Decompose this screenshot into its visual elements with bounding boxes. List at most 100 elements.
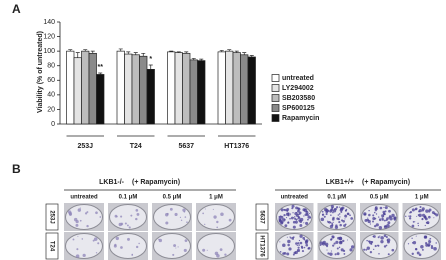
error-bar bbox=[184, 51, 189, 54]
colony bbox=[425, 242, 428, 245]
colony bbox=[120, 246, 123, 249]
colony bbox=[328, 220, 331, 224]
column-label: 1 μM bbox=[209, 195, 223, 201]
bar bbox=[240, 54, 249, 125]
colony bbox=[175, 247, 177, 249]
colony bbox=[297, 242, 300, 245]
dish bbox=[153, 204, 191, 230]
colony bbox=[414, 208, 417, 211]
colony bbox=[212, 208, 214, 210]
colony bbox=[286, 208, 290, 211]
colony bbox=[216, 226, 219, 229]
colony bbox=[325, 244, 327, 246]
column-label: untreated bbox=[70, 195, 98, 201]
x-tick-label: 253J bbox=[77, 143, 93, 150]
colony bbox=[204, 223, 206, 226]
colony bbox=[379, 235, 381, 237]
colony bbox=[303, 215, 305, 217]
colony bbox=[411, 252, 414, 255]
dish bbox=[65, 233, 103, 259]
colony bbox=[295, 242, 298, 245]
colony bbox=[219, 248, 223, 252]
colony bbox=[307, 247, 310, 250]
colony bbox=[387, 253, 390, 256]
colony bbox=[286, 252, 290, 256]
colony bbox=[415, 235, 417, 237]
colony bbox=[363, 248, 366, 251]
colony bbox=[77, 208, 82, 212]
colony bbox=[411, 208, 415, 212]
row-label-box bbox=[255, 203, 269, 231]
colony bbox=[369, 223, 371, 225]
colony bbox=[326, 245, 329, 248]
colony bbox=[363, 212, 367, 216]
colony bbox=[298, 213, 301, 216]
colony bbox=[330, 214, 332, 216]
colony bbox=[303, 222, 305, 224]
colony bbox=[386, 238, 391, 242]
colony bbox=[433, 246, 437, 251]
colony bbox=[172, 253, 175, 256]
legend-swatch bbox=[271, 94, 280, 102]
error-bar bbox=[169, 50, 174, 52]
colony bbox=[136, 213, 140, 216]
colony bbox=[370, 243, 373, 245]
y-tick-label: 40 bbox=[47, 92, 55, 99]
colony bbox=[84, 212, 88, 215]
colony bbox=[417, 225, 419, 227]
colony bbox=[283, 213, 286, 217]
colony bbox=[430, 246, 434, 250]
bar bbox=[225, 50, 234, 125]
y-tick-label: 140 bbox=[43, 19, 55, 26]
colony bbox=[342, 239, 345, 243]
error-bar bbox=[249, 55, 254, 57]
colony bbox=[186, 221, 188, 223]
colony bbox=[377, 236, 380, 239]
colony bbox=[337, 214, 340, 216]
panel-label: B bbox=[12, 162, 21, 176]
colony bbox=[339, 216, 341, 218]
colony bbox=[285, 217, 288, 219]
error-bar bbox=[242, 52, 247, 55]
dish bbox=[65, 204, 103, 230]
colony bbox=[75, 254, 80, 258]
colony bbox=[173, 244, 177, 248]
bar bbox=[247, 56, 256, 125]
bar bbox=[167, 51, 176, 125]
dish bbox=[197, 233, 235, 259]
colony bbox=[338, 221, 341, 224]
colony bbox=[418, 209, 422, 213]
colony bbox=[329, 252, 333, 256]
colony bbox=[278, 217, 282, 221]
colony bbox=[373, 248, 375, 251]
colony bbox=[298, 244, 300, 246]
colony bbox=[300, 245, 304, 248]
colony bbox=[427, 244, 430, 247]
colony bbox=[373, 211, 376, 214]
colony bbox=[374, 208, 376, 210]
bar bbox=[174, 52, 183, 125]
error-bar bbox=[191, 58, 196, 60]
colony bbox=[228, 218, 232, 222]
error-bar bbox=[90, 50, 95, 54]
colony bbox=[289, 214, 291, 216]
colony bbox=[338, 213, 341, 215]
colony bbox=[336, 252, 340, 256]
colony bbox=[337, 217, 340, 221]
bar bbox=[232, 52, 241, 125]
colony bbox=[279, 250, 282, 253]
colony bbox=[291, 207, 294, 210]
row-label: 5637 bbox=[258, 210, 264, 224]
colony bbox=[329, 210, 332, 213]
colony bbox=[342, 249, 346, 253]
colony bbox=[202, 212, 204, 215]
colony bbox=[126, 237, 130, 241]
colony bbox=[377, 244, 379, 247]
colony bbox=[120, 222, 124, 226]
colony bbox=[295, 206, 299, 210]
colony bbox=[340, 219, 344, 222]
colony bbox=[165, 221, 169, 225]
colony bbox=[331, 235, 333, 237]
colony bbox=[282, 252, 285, 255]
colony bbox=[297, 246, 300, 249]
